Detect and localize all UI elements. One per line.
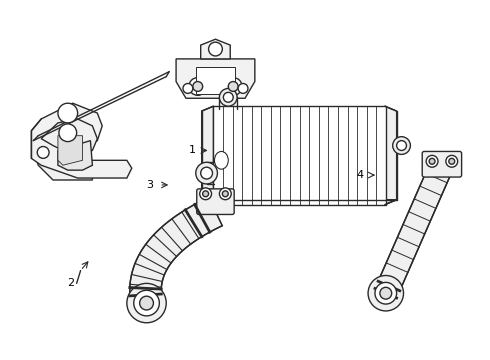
Bar [196, 67, 235, 94]
Text: 1: 1 [189, 145, 196, 156]
Polygon shape [130, 197, 222, 306]
Circle shape [238, 84, 248, 93]
Ellipse shape [215, 152, 228, 169]
Circle shape [380, 287, 392, 299]
Polygon shape [202, 106, 214, 204]
Ellipse shape [392, 137, 411, 154]
Circle shape [375, 282, 396, 304]
Polygon shape [202, 200, 396, 204]
Bar [214, 106, 386, 204]
Circle shape [140, 296, 153, 310]
Ellipse shape [220, 89, 237, 106]
Polygon shape [33, 139, 93, 180]
Circle shape [200, 188, 212, 200]
Polygon shape [176, 59, 255, 98]
Circle shape [209, 42, 222, 56]
Ellipse shape [396, 141, 407, 150]
Text: 4: 4 [357, 170, 364, 180]
Polygon shape [41, 119, 98, 156]
Polygon shape [201, 39, 230, 59]
Text: 3: 3 [146, 180, 153, 190]
FancyBboxPatch shape [197, 189, 234, 215]
Circle shape [426, 156, 438, 167]
Circle shape [220, 188, 231, 200]
Circle shape [58, 103, 77, 123]
Circle shape [193, 82, 203, 91]
Circle shape [228, 82, 238, 91]
Ellipse shape [223, 93, 233, 102]
Circle shape [183, 84, 193, 93]
Polygon shape [31, 103, 132, 178]
Circle shape [189, 78, 207, 95]
Polygon shape [58, 136, 82, 165]
Text: 2: 2 [67, 278, 74, 288]
Circle shape [446, 156, 458, 167]
Circle shape [224, 78, 242, 95]
Circle shape [127, 283, 166, 323]
Polygon shape [385, 106, 396, 204]
Circle shape [449, 158, 455, 164]
Circle shape [37, 147, 49, 158]
Circle shape [134, 290, 159, 316]
Circle shape [368, 275, 404, 311]
FancyBboxPatch shape [422, 152, 462, 177]
Circle shape [59, 124, 76, 141]
Ellipse shape [201, 167, 213, 179]
Polygon shape [375, 161, 453, 298]
Circle shape [203, 191, 209, 197]
Circle shape [429, 158, 435, 164]
Circle shape [222, 191, 228, 197]
Polygon shape [58, 141, 93, 170]
Ellipse shape [196, 162, 218, 184]
